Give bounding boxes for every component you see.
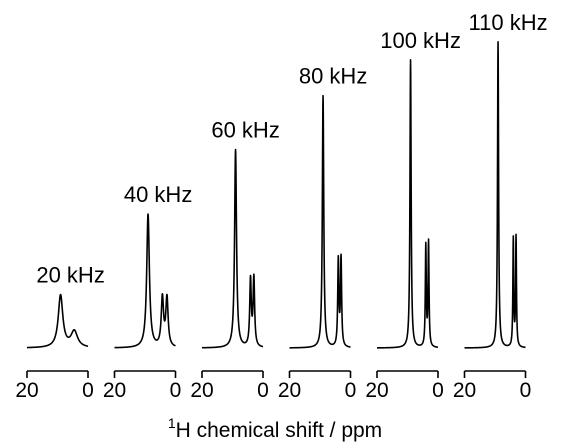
spectrum-panel: 80 kHz 20 0	[278, 64, 368, 402]
spectrum-panel: 40 kHz 20 0	[103, 182, 193, 402]
spectrum-panel: 110 kHz 20 0	[453, 10, 548, 402]
x-tick-label: 0	[345, 379, 357, 402]
x-tick-label: 20	[453, 379, 476, 402]
spectrum-trace	[201, 148, 264, 349]
x-tick-label: 20	[190, 379, 213, 402]
x-tick-label: 20	[103, 379, 126, 402]
spectrum-label: 60 kHz	[211, 118, 279, 143]
spectrum-trace	[376, 58, 439, 349]
x-tick-label: 0	[432, 379, 444, 402]
x-tick-label: 0	[520, 379, 532, 402]
spectrum-label: 80 kHz	[299, 64, 367, 89]
spectrum-label: 110 kHz	[469, 10, 548, 35]
x-axis-title-superscript: 1	[168, 415, 176, 431]
spectrum-label: 100 kHz	[380, 28, 461, 53]
spectrum-trace	[463, 40, 527, 349]
spectrum-panel: 60 kHz 20 0	[190, 118, 280, 402]
spectrum-label: 20 kHz	[36, 263, 104, 288]
spectrum-trace	[26, 293, 89, 349]
x-tick-label: 20	[365, 379, 388, 402]
x-tick-label: 0	[257, 379, 269, 402]
x-tick-label: 20	[15, 379, 38, 402]
spectrum-trace	[288, 94, 352, 349]
x-tick-label: 20	[278, 379, 301, 402]
x-tick-label: 0	[82, 379, 94, 402]
x-axis-title: 1H chemical shift / ppm	[168, 415, 382, 442]
x-tick-label: 0	[170, 379, 182, 402]
spectrum-trace	[113, 213, 177, 349]
spectrum-panel: 100 kHz 20 0	[365, 28, 461, 402]
spectrum-panel: 20 kHz 20 0	[15, 263, 105, 402]
spectrum-label: 40 kHz	[124, 182, 192, 207]
x-axis-title-text: H chemical shift / ppm	[176, 419, 383, 442]
